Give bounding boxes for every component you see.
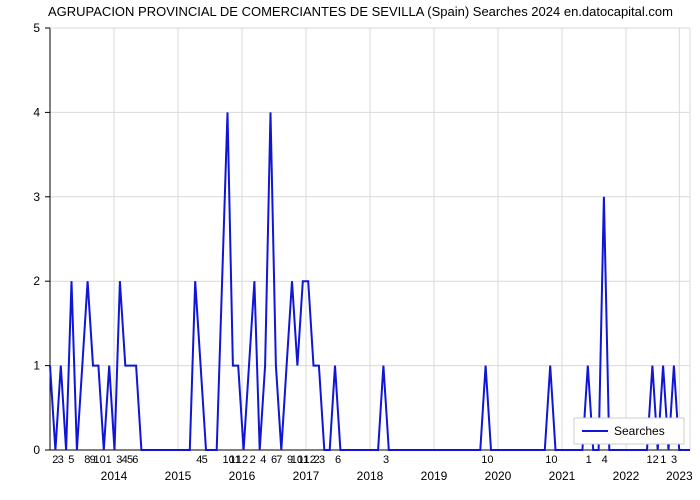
x-year-label: 2023 (666, 469, 693, 483)
x-tick-label: 3 (671, 454, 677, 466)
y-tick-label: 5 (33, 21, 40, 35)
x-year-label: 2017 (293, 469, 320, 483)
x-year-label: 2022 (613, 469, 640, 483)
x-tick-label: 6 (132, 454, 138, 466)
x-tick-label: 10 (481, 454, 493, 466)
x-year-label: 2014 (101, 469, 128, 483)
x-tick-label: 12 (647, 454, 659, 466)
x-year-label: 2021 (549, 469, 576, 483)
y-tick-label: 2 (33, 274, 40, 288)
y-tick-label: 0 (33, 443, 40, 457)
x-tick-label: 3 (58, 454, 64, 466)
x-tick-label: 12 (236, 454, 248, 466)
x-tick-label: 10 (545, 454, 557, 466)
x-tick-label: 3 (383, 454, 389, 466)
y-tick-label: 4 (33, 105, 40, 119)
legend-label: Searches (614, 424, 665, 438)
x-tick-label: 2 (250, 454, 256, 466)
x-tick-label: 5 (68, 454, 74, 466)
x-tick-label: 3 (319, 454, 325, 466)
x-tick-label: 6 (335, 454, 341, 466)
x-tick-label: 4 (602, 454, 608, 466)
x-year-label: 2019 (421, 469, 448, 483)
x-year-label: 2018 (357, 469, 384, 483)
x-year-label: 2020 (485, 469, 512, 483)
x-tick-label: 1 (660, 454, 666, 466)
x-tick-label: 1 (106, 454, 112, 466)
x-tick-label: 1 (586, 454, 592, 466)
y-tick-label: 1 (33, 359, 40, 373)
x-year-label: 2016 (229, 469, 256, 483)
line-chart: AGRUPACION PROVINCIAL DE COMERCIANTES DE… (0, 0, 700, 500)
y-tick-label: 3 (33, 190, 40, 204)
x-year-label: 2015 (165, 469, 192, 483)
x-tick-label: 10 (93, 454, 105, 466)
x-tick-label: 5 (202, 454, 208, 466)
x-tick-label: 4 (260, 454, 266, 466)
chart-title: AGRUPACION PROVINCIAL DE COMERCIANTES DE… (48, 4, 673, 19)
x-tick-label: 7 (276, 454, 282, 466)
chart-container: AGRUPACION PROVINCIAL DE COMERCIANTES DE… (0, 0, 700, 500)
